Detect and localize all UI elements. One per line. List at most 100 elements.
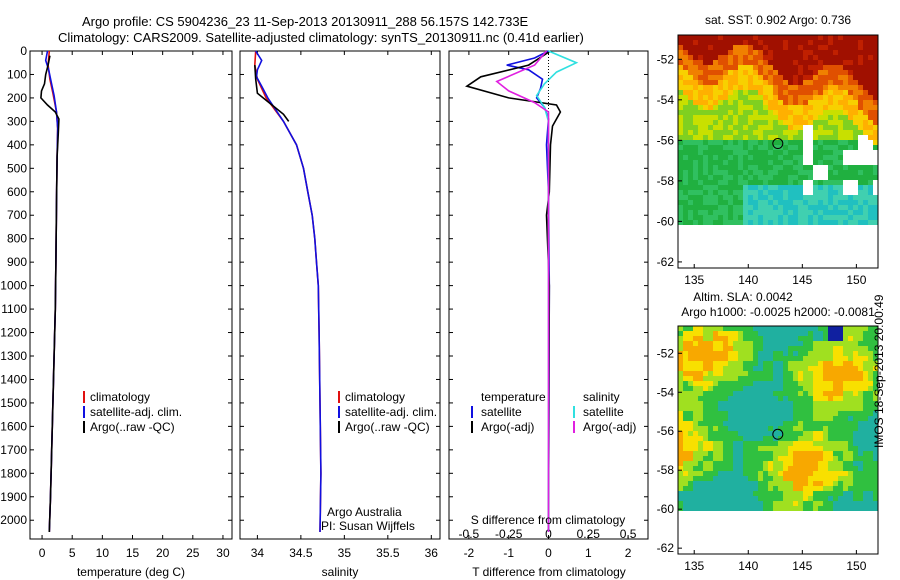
map-cell: [768, 65, 773, 70]
map-cell: [748, 210, 753, 215]
map-cell: [803, 90, 808, 95]
map-cell: [873, 336, 878, 341]
map-cell: [703, 386, 708, 391]
map-cell: [868, 386, 873, 391]
map-cell: [688, 341, 693, 346]
map-cell: [828, 476, 833, 481]
map-cell: [773, 476, 778, 481]
map-cell: [763, 185, 768, 190]
map-cell: [728, 336, 733, 341]
map-cell: [783, 476, 788, 481]
map-cell: [728, 50, 733, 55]
map-cell: [858, 496, 863, 501]
map-cell: [858, 471, 863, 476]
map-cell: [748, 205, 753, 210]
map-cell: [693, 215, 698, 220]
map-cell: [818, 200, 823, 205]
map-cell: [703, 75, 708, 80]
map-cell: [808, 381, 813, 386]
map-cell: [743, 115, 748, 120]
map-cell: [793, 140, 798, 145]
map-cell: [708, 120, 713, 125]
map-cell: [838, 70, 843, 75]
map-cell: [828, 110, 833, 115]
map-cell: [723, 471, 728, 476]
map-cell: [828, 481, 833, 486]
map-cell: [753, 491, 758, 496]
map-cell: [723, 351, 728, 356]
map-cell: [868, 376, 873, 381]
map-cell: [848, 60, 853, 65]
map-cell: [728, 175, 733, 180]
map-cell: [723, 195, 728, 200]
map-cell: [713, 351, 718, 356]
map-cell: [833, 150, 838, 155]
map-cell: [758, 145, 763, 150]
map-cell: [843, 100, 848, 105]
map-cell: [808, 90, 813, 95]
map-cell: [693, 85, 698, 90]
map-cell: [788, 100, 793, 105]
map-cell: [868, 45, 873, 50]
map-cell: [828, 386, 833, 391]
map-cell: [708, 426, 713, 431]
map-cell: [693, 125, 698, 130]
map-cell: [748, 145, 753, 150]
map-cell: [748, 481, 753, 486]
map-cell: [848, 366, 853, 371]
map-cell: [803, 471, 808, 476]
map-cell: [733, 60, 738, 65]
map-cell: [773, 331, 778, 336]
map-cell: [848, 135, 853, 140]
map-cell: [703, 481, 708, 486]
map-cell: [788, 180, 793, 185]
map-cell: [823, 346, 828, 351]
map-cell: [693, 431, 698, 436]
map-cell: [853, 40, 858, 45]
map-cell: [733, 120, 738, 125]
sla-map: 135 140 145 150-52-54-56-58-60-62: [657, 325, 879, 573]
map-cell: [678, 85, 683, 90]
map-cell: [813, 411, 818, 416]
map-cell: [853, 105, 858, 110]
map-cell: [798, 356, 803, 361]
map-cell: [793, 95, 798, 100]
map-cell: [718, 401, 723, 406]
map-cell: [718, 195, 723, 200]
map-cell: [818, 35, 823, 40]
map-cell: [783, 471, 788, 476]
map-cell: [783, 165, 788, 170]
map-cell: [728, 361, 733, 366]
map-cell: [868, 401, 873, 406]
map-cell: [823, 150, 828, 155]
map-cell: [818, 426, 823, 431]
map-cell: [758, 50, 763, 55]
map-cell: [778, 486, 783, 491]
map-cell: [793, 185, 798, 190]
map-cell: [713, 411, 718, 416]
map-cell: [848, 331, 853, 336]
map-cell: [723, 175, 728, 180]
map-cell: [863, 421, 868, 426]
map-cell: [833, 336, 838, 341]
map-cell: [798, 75, 803, 80]
map-cell: [873, 210, 878, 215]
map-cell: [753, 140, 758, 145]
map-cell: [823, 361, 828, 366]
map-cell: [753, 110, 758, 115]
map-cell: [723, 125, 728, 130]
map-cell: [838, 80, 843, 85]
map-cell: [848, 210, 853, 215]
map-cell: [713, 441, 718, 446]
map-cell: [773, 95, 778, 100]
map-cell: [728, 411, 733, 416]
map-cell: [843, 125, 848, 130]
map-cell: [848, 35, 853, 40]
map-cell: [778, 165, 783, 170]
map-cell: [828, 496, 833, 501]
map-cell: [748, 120, 753, 125]
x-tick-label: 2: [625, 546, 632, 560]
map-cell: [748, 200, 753, 205]
map-cell: [678, 396, 683, 401]
map-cell: [758, 65, 763, 70]
